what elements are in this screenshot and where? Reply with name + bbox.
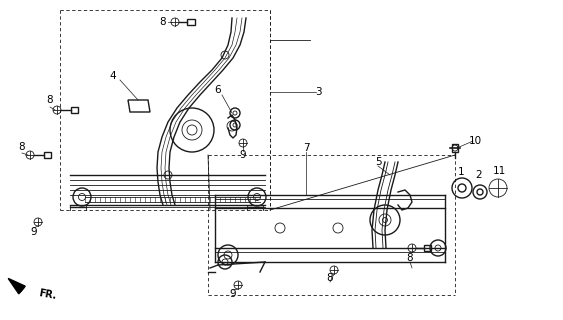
Text: 9: 9 bbox=[230, 289, 236, 299]
Text: FR.: FR. bbox=[38, 289, 57, 301]
Bar bbox=[424, 245, 431, 251]
Text: 7: 7 bbox=[303, 143, 309, 153]
Text: 9: 9 bbox=[240, 150, 247, 160]
Bar bbox=[71, 107, 78, 113]
Text: 5: 5 bbox=[375, 157, 381, 167]
Text: 8: 8 bbox=[406, 253, 413, 263]
Bar bbox=[17, 285, 24, 292]
Bar bbox=[44, 152, 51, 158]
Text: 8: 8 bbox=[47, 95, 53, 105]
Text: 6: 6 bbox=[215, 85, 221, 95]
Text: 11: 11 bbox=[493, 166, 506, 176]
Text: 3: 3 bbox=[315, 87, 321, 97]
Text: 2: 2 bbox=[476, 170, 482, 180]
Text: 9: 9 bbox=[31, 227, 37, 237]
Text: 8: 8 bbox=[19, 142, 25, 152]
Bar bbox=[452, 144, 458, 152]
Text: 10: 10 bbox=[468, 136, 481, 146]
Text: 8: 8 bbox=[327, 273, 333, 283]
Polygon shape bbox=[8, 278, 25, 294]
Text: 4: 4 bbox=[110, 71, 117, 81]
Text: 1: 1 bbox=[458, 167, 464, 177]
Text: 8: 8 bbox=[160, 17, 166, 27]
Bar bbox=[187, 19, 195, 25]
